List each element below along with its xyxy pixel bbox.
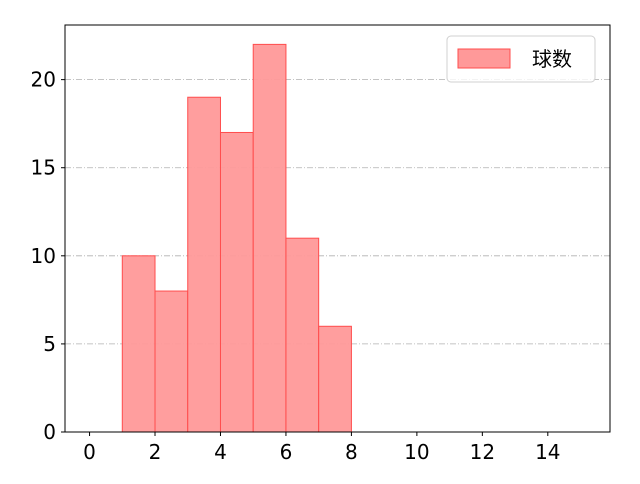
x-tick-label: 12	[470, 440, 495, 464]
x-tick-label: 6	[280, 440, 293, 464]
y-axis: 0 5 10 15 20	[31, 68, 65, 444]
histogram-bar	[252, 43, 287, 433]
histogram-bar	[318, 325, 352, 433]
x-axis: 0 2 4 6 8 10 12 14	[83, 432, 561, 464]
histogram-bar	[154, 290, 189, 433]
y-tick-label: 5	[43, 332, 56, 356]
y-tick-label: 20	[31, 68, 56, 92]
bars	[121, 43, 352, 433]
x-tick-label: 2	[149, 440, 162, 464]
histogram-bar	[285, 237, 320, 433]
plot-frame	[64, 24, 611, 433]
x-tick-label: 4	[214, 440, 227, 464]
x-tick-label: 8	[345, 440, 358, 464]
histogram-bar	[187, 96, 221, 433]
y-tick-label: 15	[31, 156, 56, 180]
x-tick-label: 14	[535, 440, 560, 464]
legend-swatch	[457, 48, 511, 69]
legend-frame	[446, 35, 596, 83]
legend-label: 球数	[532, 47, 572, 71]
legend: 球数	[446, 35, 596, 83]
histogram-bar	[219, 131, 254, 433]
y-tick-label: 0	[43, 420, 56, 444]
x-tick-label: 10	[404, 440, 429, 464]
x-tick-label: 0	[83, 440, 96, 464]
histogram-bar	[121, 255, 156, 433]
y-tick-label: 10	[31, 244, 56, 268]
